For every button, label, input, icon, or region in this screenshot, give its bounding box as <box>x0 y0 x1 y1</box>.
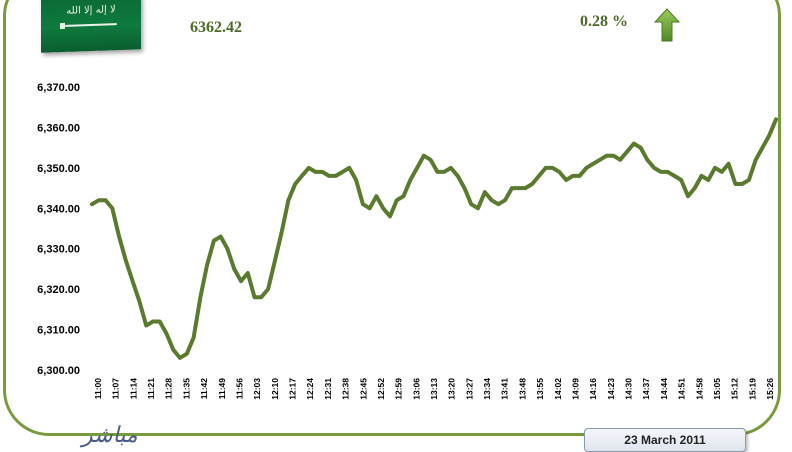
date-label: 23 March 2011 <box>584 428 746 452</box>
up-arrow-icon <box>654 8 680 42</box>
x-tick-label: 11:56 <box>234 378 244 400</box>
x-tick-label: 15:05 <box>712 378 722 400</box>
x-tick-label: 12:31 <box>323 378 333 400</box>
x-tick-label: 12:52 <box>376 378 386 400</box>
x-tick-label: 15:19 <box>747 378 757 400</box>
x-tick-label: 13:41 <box>500 378 510 400</box>
x-tick-label: 11:00 <box>93 378 103 400</box>
x-tick-label: 11:07 <box>111 378 121 400</box>
x-tick-label: 11:49 <box>217 378 227 400</box>
mubasher-logo: مباشر <box>82 423 138 448</box>
x-tick-label: 14:44 <box>659 378 669 400</box>
x-tick-label: 14:30 <box>624 378 634 400</box>
x-tick-label: 12:24 <box>305 378 315 400</box>
y-tick-label: 6,320.00 <box>37 284 80 296</box>
x-tick-label: 13:55 <box>535 378 545 400</box>
chart-frame <box>3 0 781 436</box>
x-axis-labels: 11:00 11:07 11:14 11:21 11:28 11:35 11:42 11:49… <box>93 378 775 400</box>
x-tick-label: 14:51 <box>677 378 687 400</box>
x-tick-label: 12:03 <box>252 378 262 400</box>
x-tick-label: 13:48 <box>517 378 527 400</box>
x-tick-label: 14:16 <box>588 378 598 400</box>
x-tick-label: 11:21 <box>146 378 156 400</box>
x-tick-label: 13:20 <box>447 378 457 400</box>
series-group <box>90 117 778 360</box>
y-tick-label: 6,350.00 <box>37 163 80 175</box>
x-tick-label: 13:27 <box>464 378 474 400</box>
y-tick-label: 6,340.00 <box>37 203 80 215</box>
y-tick-label: 6,300.00 <box>37 365 80 377</box>
y-tick-label: 6,330.00 <box>37 244 80 256</box>
x-tick-label: 14:37 <box>641 378 651 400</box>
x-tick-label: 12:38 <box>341 378 351 400</box>
x-tick-label: 12:10 <box>270 378 280 400</box>
y-axis-labels: 6,300.00 6,310.00 6,320.00 6,330.00 6,340.00… <box>37 82 80 377</box>
x-tick-label: 11:35 <box>181 378 191 400</box>
y-tick-label: 6,310.00 <box>37 325 80 337</box>
x-tick-label: 12:45 <box>358 378 368 400</box>
x-tick-label: 14:23 <box>606 378 616 400</box>
index-value: 6362.42 <box>190 19 242 36</box>
x-tick-label: 13:06 <box>411 378 421 400</box>
y-tick-label: 6,370.00 <box>37 82 80 94</box>
x-tick-label: 11:14 <box>128 378 138 400</box>
x-tick-label: 15:26 <box>765 378 775 400</box>
x-tick-label: 13:13 <box>429 378 439 400</box>
x-tick-label: 14:02 <box>553 378 563 400</box>
x-tick-label: 15:12 <box>730 378 740 400</box>
y-tick-label: 6,360.00 <box>37 122 80 134</box>
x-tick-label: 12:59 <box>394 378 404 400</box>
x-tick-label: 11:28 <box>164 378 174 400</box>
x-tick-label: 11:42 <box>199 378 209 400</box>
series-line <box>90 117 778 360</box>
x-tick-label: 13:34 <box>482 378 492 400</box>
x-tick-label: 12:17 <box>288 378 298 400</box>
change-percent: 0.28 % <box>580 13 628 30</box>
x-tick-label: 14:58 <box>694 378 704 400</box>
x-tick-label: 14:09 <box>570 378 580 400</box>
